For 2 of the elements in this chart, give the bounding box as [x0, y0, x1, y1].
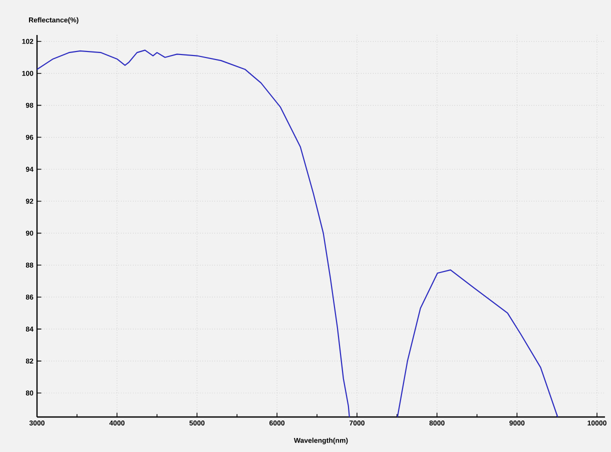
- line-series: [37, 50, 350, 417]
- line-series: [396, 269, 558, 417]
